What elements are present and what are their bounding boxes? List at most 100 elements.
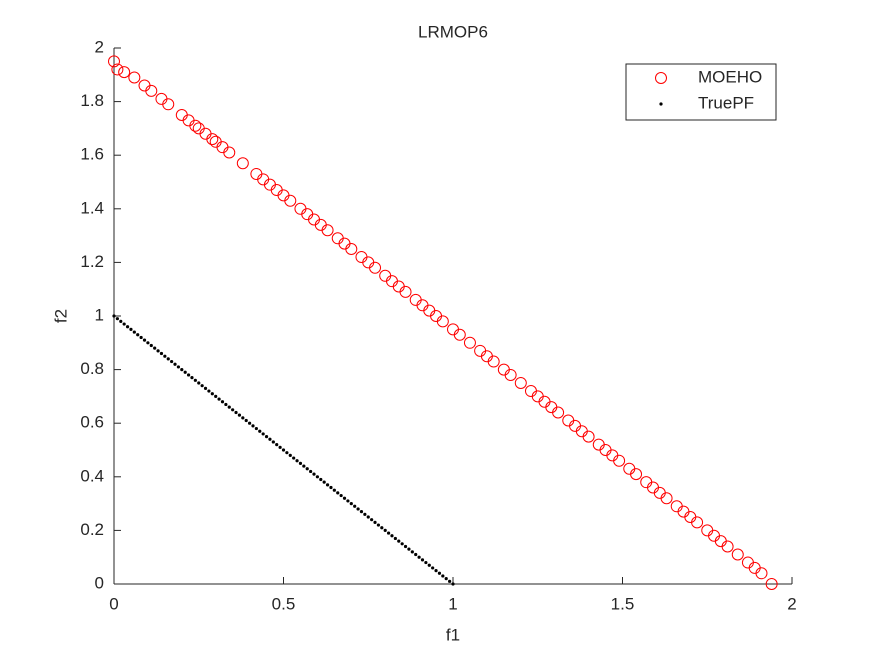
point — [448, 579, 452, 583]
point — [397, 539, 401, 543]
x-axis-label: f1 — [446, 625, 460, 644]
point — [275, 443, 279, 447]
y-tick-label: 0.6 — [80, 413, 104, 432]
point — [224, 402, 228, 407]
point — [414, 552, 418, 557]
point — [321, 224, 334, 237]
point — [207, 389, 211, 393]
point — [349, 502, 353, 506]
point — [431, 566, 435, 570]
y-tick-label: 1.2 — [80, 252, 104, 271]
point — [149, 343, 153, 348]
point — [292, 456, 296, 460]
point — [356, 507, 360, 511]
point — [393, 536, 397, 541]
point — [514, 377, 527, 389]
point — [220, 400, 225, 404]
point — [386, 531, 391, 535]
point — [329, 485, 333, 490]
point — [203, 386, 208, 390]
point — [176, 365, 181, 369]
y-tick-label: 0 — [95, 573, 104, 592]
point — [400, 542, 404, 546]
point — [284, 194, 297, 207]
point — [163, 354, 167, 358]
point — [630, 468, 643, 481]
point — [186, 373, 191, 377]
point — [325, 483, 330, 487]
point — [248, 421, 252, 425]
point — [370, 518, 374, 522]
point — [359, 510, 364, 514]
y-tick-label: 1 — [95, 305, 104, 324]
point — [128, 71, 141, 84]
point — [312, 472, 316, 476]
point — [336, 491, 340, 495]
point — [288, 453, 292, 457]
point — [427, 563, 431, 567]
point — [319, 477, 323, 482]
x-tick-label: 0 — [109, 594, 118, 613]
point — [403, 544, 408, 549]
point — [660, 492, 673, 505]
y-tick-label: 1.8 — [80, 91, 104, 110]
point — [410, 550, 414, 554]
point — [227, 405, 231, 409]
point — [765, 578, 778, 590]
point — [322, 480, 326, 484]
point — [345, 243, 358, 255]
point — [309, 469, 313, 474]
point — [162, 98, 175, 111]
point — [315, 475, 319, 479]
x-tick-label: 1 — [448, 594, 457, 613]
point — [206, 133, 219, 146]
point — [166, 357, 170, 361]
point — [132, 330, 136, 334]
legend-marker — [659, 102, 663, 106]
point — [139, 335, 143, 340]
point — [197, 381, 201, 385]
point — [342, 496, 347, 500]
point — [298, 461, 303, 465]
point — [125, 325, 130, 329]
point — [373, 520, 377, 524]
point — [582, 430, 595, 443]
point — [153, 346, 157, 350]
point — [380, 526, 384, 530]
point — [261, 432, 265, 436]
point — [731, 548, 744, 561]
legend-label: TruePF — [698, 93, 754, 112]
x-tick-label: 0.5 — [272, 594, 296, 613]
point — [383, 528, 387, 533]
point — [251, 424, 255, 428]
point — [305, 467, 309, 471]
point — [424, 560, 428, 565]
point — [353, 504, 357, 508]
point — [145, 84, 158, 97]
point — [613, 454, 626, 467]
y-tick-label: 0.8 — [80, 359, 104, 378]
y-axis-label: f2 — [51, 309, 70, 323]
point — [295, 459, 299, 463]
point — [691, 516, 704, 529]
point — [552, 406, 565, 419]
point — [223, 146, 236, 159]
point — [399, 285, 412, 298]
point — [721, 540, 734, 553]
point — [142, 338, 147, 342]
point — [437, 571, 442, 575]
point — [258, 429, 262, 433]
point — [417, 555, 421, 559]
point — [444, 577, 448, 581]
point — [451, 582, 455, 586]
point — [453, 328, 466, 341]
point — [285, 451, 289, 455]
point — [108, 55, 120, 68]
point — [487, 355, 500, 368]
point — [214, 394, 218, 398]
point — [129, 327, 133, 331]
y-tick-label: 0.4 — [80, 466, 104, 485]
point — [268, 437, 272, 441]
point — [217, 397, 221, 401]
